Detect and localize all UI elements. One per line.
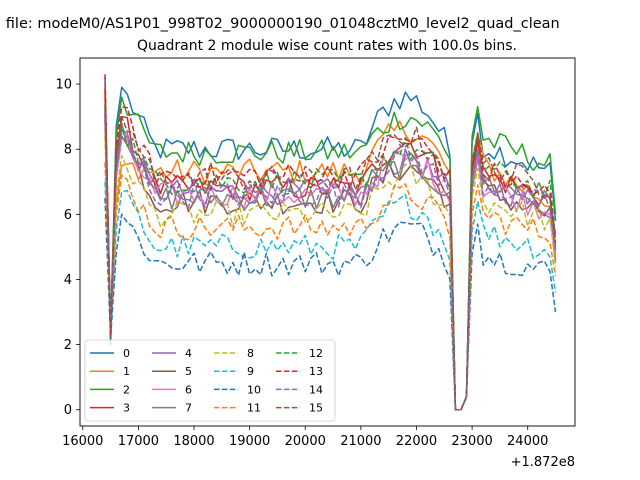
legend-label-7: 7 [185,402,192,415]
series-line-15 [104,103,557,411]
series-line-13 [104,74,557,411]
legend-label-12: 12 [309,347,323,360]
legend-label-9: 9 [247,365,254,378]
y-tick-label: 4 [64,273,72,288]
y-tick-label: 8 [64,143,72,158]
x-tick-label: 17000 [118,434,159,449]
legend-label-11: 11 [247,402,261,415]
y-tick-label: 10 [55,78,72,93]
legend-label-13: 13 [309,365,323,378]
series-line-7 [104,113,557,411]
series-line-11 [104,162,557,411]
x-tick-label: 24000 [507,434,548,449]
y-tick-label: 2 [64,338,72,353]
series-line-14 [104,116,557,411]
chart-suptitle: n file: modeM0/AS1P01_998T02_9000000190_… [0,16,560,32]
legend-label-6: 6 [185,383,192,396]
y-axis: 0 2 4 6 8 10 [55,78,80,418]
x-tick-label: 18000 [173,434,214,449]
x-tick-label: 20000 [285,434,326,449]
series-line-10 [104,197,557,411]
x-tick-label: 22000 [396,434,437,449]
legend-label-0: 0 [123,347,130,360]
series-line-2 [104,90,557,411]
legend-box [84,339,336,422]
series-line-9 [104,181,557,411]
legend-label-1: 1 [123,365,130,378]
legend-label-10: 10 [247,383,261,396]
legend-label-14: 14 [309,383,323,396]
legend-label-8: 8 [247,347,254,360]
legend-label-15: 15 [309,402,323,415]
plot-area [104,74,557,411]
axes-frame [79,57,576,427]
x-offset-label: +1.872e8 [511,455,575,470]
legend-label-3: 3 [123,402,130,415]
y-tick-label: 6 [64,208,72,223]
series-line-0 [104,77,557,411]
x-tick-label: 23000 [451,434,492,449]
legend-label-5: 5 [185,365,192,378]
x-tick-label: 21000 [340,434,381,449]
x-axis: 16000 17000 18000 19000 20000 21000 22000 23000… [62,426,548,449]
series-line-8 [104,136,557,411]
legend-label-2: 2 [123,383,130,396]
x-tick-label: 19000 [229,434,270,449]
y-tick-label: 0 [64,403,72,418]
x-tick-label: 16000 [62,434,103,449]
chart-title: Quadrant 2 module wise count rates with … [137,38,517,54]
legend-label-4: 4 [185,347,192,360]
